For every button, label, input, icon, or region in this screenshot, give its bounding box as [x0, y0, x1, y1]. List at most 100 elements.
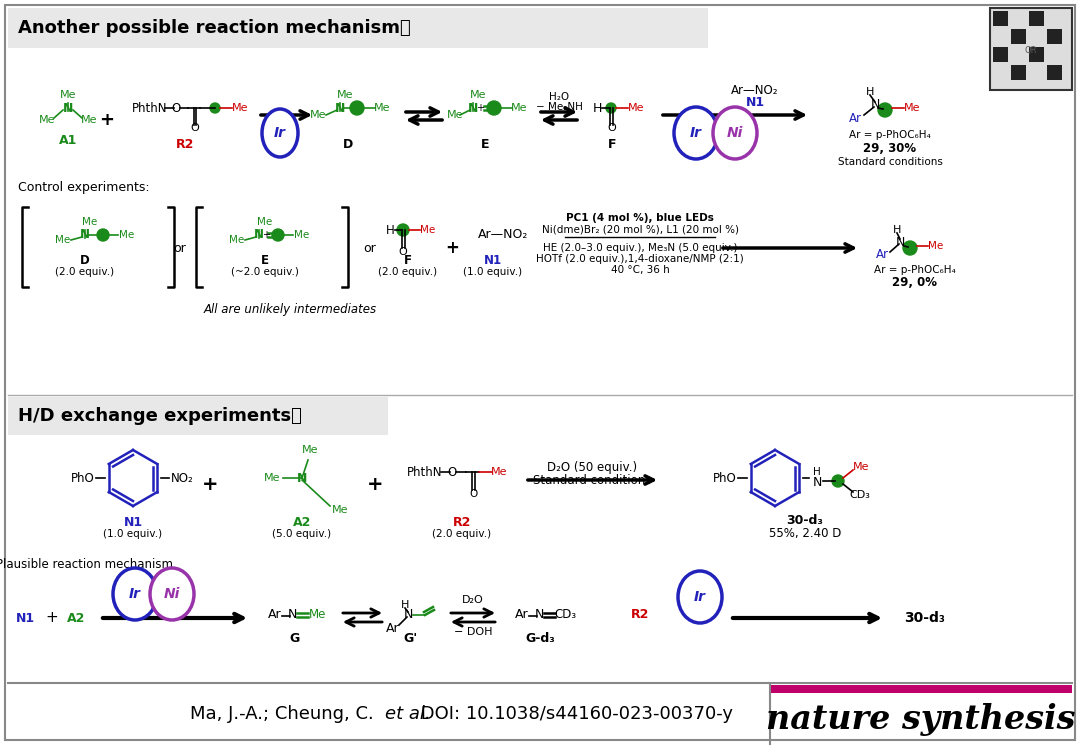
Text: Ar: Ar — [849, 112, 862, 124]
Text: Me: Me — [39, 115, 55, 125]
Text: Me: Me — [511, 103, 527, 113]
Bar — [8, 8, 708, 48]
Text: Me: Me — [309, 607, 326, 621]
Bar — [993, 47, 1008, 62]
Text: Me: Me — [81, 115, 97, 125]
Text: Ir: Ir — [690, 126, 702, 140]
Text: N1: N1 — [15, 612, 35, 624]
Text: 29, 30%: 29, 30% — [863, 142, 917, 156]
Text: R2: R2 — [453, 516, 471, 528]
Text: Me: Me — [374, 103, 390, 113]
Text: Ir: Ir — [129, 587, 141, 601]
Text: Ni: Ni — [727, 126, 743, 140]
Ellipse shape — [674, 107, 718, 159]
Text: A2: A2 — [293, 516, 311, 528]
Text: Me: Me — [337, 90, 353, 100]
Text: Ma, J.-A.; Cheung, C.: Ma, J.-A.; Cheung, C. — [190, 705, 380, 723]
Text: PhO: PhO — [71, 472, 95, 484]
Ellipse shape — [262, 109, 298, 157]
Text: N: N — [535, 607, 543, 621]
Text: H: H — [401, 600, 409, 610]
Circle shape — [487, 101, 501, 115]
Text: Me: Me — [120, 230, 135, 240]
Text: PhO: PhO — [713, 472, 737, 484]
Text: Me: Me — [59, 90, 77, 100]
Text: Ar: Ar — [876, 249, 889, 261]
Text: H: H — [592, 101, 602, 115]
Text: (5.0 equiv.): (5.0 equiv.) — [272, 529, 332, 539]
Text: CD₃: CD₃ — [850, 490, 870, 500]
Text: N: N — [287, 607, 297, 621]
Text: N1: N1 — [484, 253, 502, 267]
Circle shape — [903, 241, 917, 255]
Text: Me: Me — [470, 90, 486, 100]
Text: O: O — [470, 489, 478, 499]
Ellipse shape — [678, 571, 723, 623]
Text: H: H — [386, 224, 394, 236]
Text: Standard conditions: Standard conditions — [532, 475, 651, 487]
Text: Standard conditions: Standard conditions — [838, 157, 943, 167]
Circle shape — [210, 103, 220, 113]
Text: Me: Me — [904, 103, 920, 113]
Text: Ar—NO₂: Ar—NO₂ — [731, 83, 779, 97]
Text: (2.0 equiv.): (2.0 equiv.) — [378, 267, 437, 277]
Text: E: E — [481, 139, 489, 151]
Text: N: N — [80, 229, 90, 241]
Text: F: F — [404, 253, 411, 267]
Text: D: D — [342, 139, 353, 151]
Text: E: E — [261, 253, 269, 267]
Circle shape — [832, 475, 843, 487]
Text: G': G' — [403, 632, 417, 644]
Text: +: + — [45, 610, 58, 626]
Text: N: N — [812, 475, 822, 489]
Text: R2: R2 — [631, 607, 649, 621]
Text: Plausible reaction mechanism: Plausible reaction mechanism — [0, 559, 174, 571]
Circle shape — [397, 224, 409, 236]
Bar — [1047, 29, 1062, 44]
Text: Me: Me — [229, 235, 245, 245]
Text: Me: Me — [310, 110, 326, 120]
Text: (2.0 equiv.): (2.0 equiv.) — [55, 267, 114, 277]
Text: NO₂: NO₂ — [171, 472, 193, 484]
Text: D₂O: D₂O — [462, 595, 484, 605]
Text: Ir: Ir — [694, 590, 706, 604]
Text: +: + — [476, 103, 484, 113]
Text: PhthN: PhthN — [132, 101, 167, 115]
Text: +: + — [202, 475, 218, 495]
Text: N1: N1 — [745, 97, 765, 110]
Text: N: N — [335, 101, 346, 115]
Text: F: F — [608, 139, 617, 151]
Text: Me: Me — [232, 103, 248, 113]
Text: Me: Me — [295, 230, 310, 240]
Circle shape — [350, 101, 364, 115]
Text: H: H — [893, 225, 901, 235]
Text: Me: Me — [627, 103, 645, 113]
Bar — [1029, 11, 1044, 26]
Text: A2: A2 — [67, 612, 85, 624]
Bar — [770, 685, 1072, 693]
Text: N1: N1 — [123, 516, 143, 528]
Text: N: N — [895, 235, 905, 249]
Text: − Me₂NH: − Me₂NH — [536, 102, 582, 112]
Text: D₂O (50 equiv.): D₂O (50 equiv.) — [546, 460, 637, 474]
Text: 30-d₃: 30-d₃ — [786, 513, 823, 527]
Text: O: O — [172, 101, 180, 115]
Text: 29, 0%: 29, 0% — [892, 276, 937, 290]
Bar — [8, 397, 388, 435]
Text: PhthN: PhthN — [407, 466, 443, 478]
Text: H: H — [813, 467, 821, 477]
Text: N: N — [254, 229, 264, 241]
Text: (1.0 equiv.): (1.0 equiv.) — [104, 529, 163, 539]
Text: (~2.0 equiv.): (~2.0 equiv.) — [231, 267, 299, 277]
Circle shape — [878, 103, 892, 117]
Text: Me: Me — [82, 217, 97, 227]
Bar — [770, 685, 1072, 737]
Text: Ni(dme)Br₂ (20 mol %), L1 (20 mol %): Ni(dme)Br₂ (20 mol %), L1 (20 mol %) — [541, 225, 739, 235]
Text: R2: R2 — [176, 139, 194, 151]
Text: or: or — [174, 241, 187, 255]
Text: +: + — [99, 111, 114, 129]
Circle shape — [606, 103, 616, 113]
Text: Me: Me — [264, 473, 280, 483]
Text: QR: QR — [1025, 45, 1037, 54]
Text: Ar: Ar — [268, 609, 282, 621]
